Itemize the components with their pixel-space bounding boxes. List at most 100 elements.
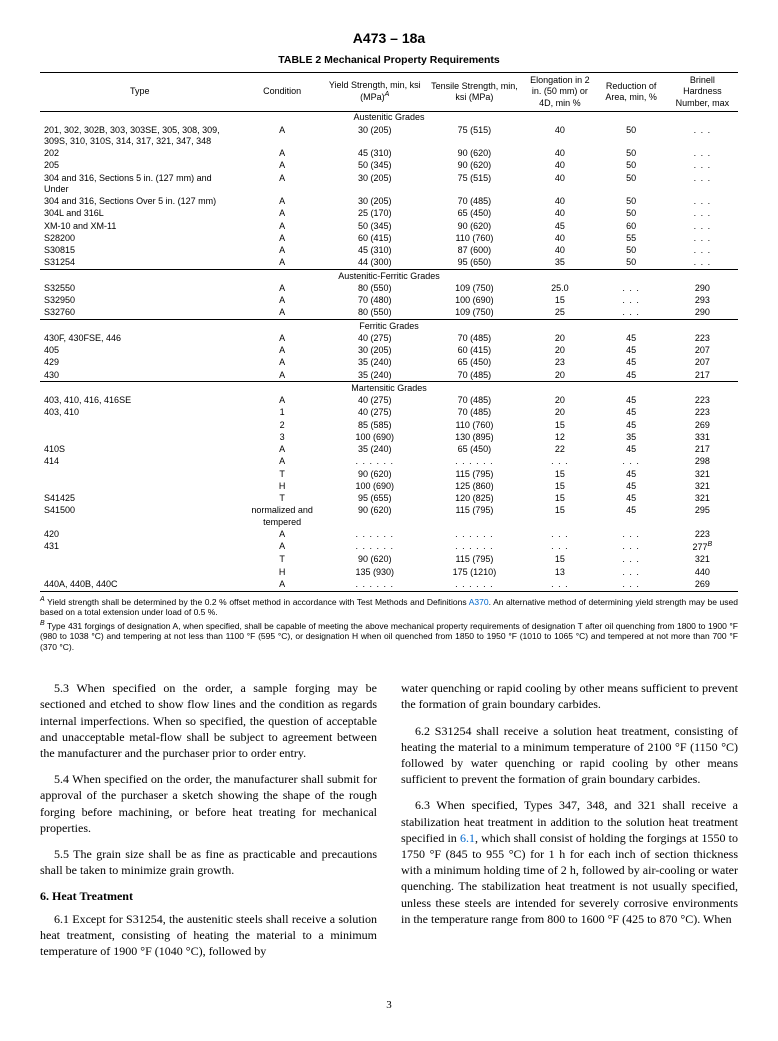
cell: 15 — [524, 554, 595, 566]
footnotes: A Yield strength shall be determined by … — [40, 596, 738, 653]
section-row: Martensitic Grades — [40, 382, 738, 395]
cell: 40 — [524, 232, 595, 244]
cell: A — [239, 369, 324, 382]
cell: 223 — [667, 407, 738, 419]
cell: 45 — [596, 444, 667, 456]
cell: 30 (205) — [325, 345, 425, 357]
cell: 120 (825) — [425, 493, 525, 505]
cell: A — [239, 160, 324, 172]
table-row: S41425T95 (655)120 (825)1545321 — [40, 493, 738, 505]
table-row: XM-10 and XM-11A50 (345)90 (620)4560. . … — [40, 220, 738, 232]
cell: 60 (415) — [425, 345, 525, 357]
cell: S32760 — [40, 307, 239, 320]
cell: 304 and 316, Sections 5 in. (127 mm) and… — [40, 172, 239, 196]
cell: 50 — [596, 160, 667, 172]
cell: S28200 — [40, 232, 239, 244]
cell: 1 — [239, 407, 324, 419]
cell: 40 — [524, 196, 595, 208]
cell: 45 (310) — [325, 148, 425, 160]
table-row: S32760A80 (550)109 (750)25. . .290 — [40, 307, 738, 320]
cell: 90 (620) — [425, 148, 525, 160]
table-row: 205A50 (345)90 (620)4050. . . — [40, 160, 738, 172]
table-row: T90 (620)115 (795)1545321 — [40, 468, 738, 480]
table-row: 304L and 316LA25 (170)65 (450)4050. . . — [40, 208, 738, 220]
cell: . . . — [596, 578, 667, 591]
cell: A — [239, 578, 324, 591]
cell: . . . . . . — [325, 528, 425, 540]
cell: A — [239, 541, 324, 554]
table-row: H135 (930)175 (1210)13. . .440 — [40, 566, 738, 578]
cell — [40, 480, 239, 492]
cell: 430F, 430FSE, 446 — [40, 332, 239, 344]
table-row: 430F, 430FSE, 446A40 (275)70 (485)204522… — [40, 332, 738, 344]
cell: 40 (275) — [325, 332, 425, 344]
cell: 70 (485) — [425, 332, 525, 344]
cell — [40, 419, 239, 431]
cell: 20 — [524, 369, 595, 382]
cell: 80 (550) — [325, 307, 425, 320]
cell: 175 (1210) — [425, 566, 525, 578]
cell: XM-10 and XM-11 — [40, 220, 239, 232]
cell: . . . . . . — [425, 528, 525, 540]
cell: 321 — [667, 554, 738, 566]
cell: 207 — [667, 345, 738, 357]
cell: 331 — [667, 431, 738, 443]
cell: 75 (515) — [425, 172, 525, 196]
cell: 50 — [596, 208, 667, 220]
cell: 25 (170) — [325, 208, 425, 220]
cell: . . . — [667, 220, 738, 232]
cell: . . . — [596, 528, 667, 540]
table-row: S32950A70 (480)100 (690)15. . .293 — [40, 295, 738, 307]
col-tensile: Tensile Strength, min, ksi (MPa) — [425, 73, 525, 112]
cell: . . . — [596, 541, 667, 554]
cell: 277B — [667, 541, 738, 554]
table-row: 403, 410, 416, 416SEA40 (275)70 (485)204… — [40, 395, 738, 407]
cell: 40 — [524, 160, 595, 172]
cell: A — [239, 196, 324, 208]
cell: 205 — [40, 160, 239, 172]
cell: 25.0 — [524, 282, 595, 294]
cell: 20 — [524, 395, 595, 407]
cell: 430 — [40, 369, 239, 382]
para-6-3: 6.3 When specified, Types 347, 348, and … — [401, 797, 738, 927]
col-elong: Elongation in 2 in. (50 mm) or 4D, min % — [524, 73, 595, 112]
cell: . . . . . . — [425, 578, 525, 591]
col-reduction: Reduction of Area, min, % — [596, 73, 667, 112]
cell: 130 (895) — [425, 431, 525, 443]
cell: 440A, 440B, 440C — [40, 578, 239, 591]
para-6-2: 6.2 S31254 shall receive a solution heat… — [401, 723, 738, 788]
para-6-1-cont: water quenching or rapid cooling by othe… — [401, 680, 738, 712]
cell: 45 — [596, 480, 667, 492]
cell: 100 (690) — [425, 295, 525, 307]
cell: 20 — [524, 345, 595, 357]
cell: 405 — [40, 345, 239, 357]
cell: 45 — [596, 468, 667, 480]
cell: 429 — [40, 357, 239, 369]
cell: 30 (205) — [325, 172, 425, 196]
cell: 15 — [524, 505, 595, 529]
cell: 100 (690) — [325, 480, 425, 492]
cell: 3 — [239, 431, 324, 443]
cell: A — [239, 528, 324, 540]
cell: 414 — [40, 456, 239, 468]
cell: 2 — [239, 419, 324, 431]
cell: S30815 — [40, 245, 239, 257]
cell: S41425 — [40, 493, 239, 505]
table-row: 3100 (690)130 (895)1235331 — [40, 431, 738, 443]
cell: 115 (795) — [425, 554, 525, 566]
table-row: 405A30 (205)60 (415)2045207 — [40, 345, 738, 357]
cell: . . . — [667, 232, 738, 244]
cell: 207 — [667, 357, 738, 369]
cell: 45 (310) — [325, 245, 425, 257]
cell: H — [239, 480, 324, 492]
col-condition: Condition — [239, 73, 324, 112]
cell: . . . . . . — [325, 578, 425, 591]
cell: 269 — [667, 419, 738, 431]
link-6-1[interactable]: 6.1 — [460, 831, 475, 845]
link-a370[interactable]: A370 — [469, 596, 489, 606]
table-row: S30815A45 (310)87 (600)4050. . . — [40, 245, 738, 257]
cell: . . . — [667, 148, 738, 160]
cell: A — [239, 232, 324, 244]
cell: 50 — [596, 257, 667, 270]
cell: 40 (275) — [325, 395, 425, 407]
